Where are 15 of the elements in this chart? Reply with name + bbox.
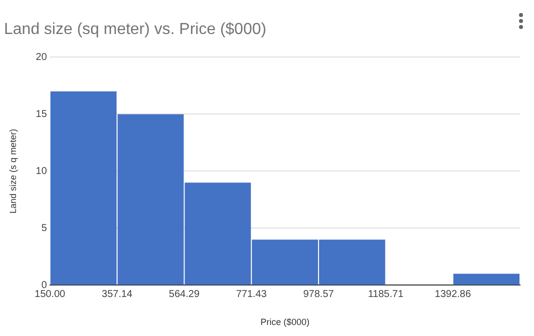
x-axis-title: Price ($000) xyxy=(260,317,310,328)
x-tick-label: 1392.86 xyxy=(434,288,472,300)
x-tick-label: 564.29 xyxy=(168,288,200,300)
y-tick-label: 10 xyxy=(36,166,48,177)
y-axis-title: Land size (s q meter) xyxy=(8,128,18,214)
chart-title: Land size (sq meter) vs. Price ($000) xyxy=(4,21,266,38)
x-tick-label: 771.43 xyxy=(236,288,268,300)
y-tick-label: 5 xyxy=(41,222,48,234)
y-tick-label: 0 xyxy=(41,280,48,291)
x-tick-label: 1185.71 xyxy=(368,288,404,300)
y-tick-label: 15 xyxy=(36,108,48,120)
x-tick-label: 150.00 xyxy=(34,288,66,300)
x-tick-label: 357.14 xyxy=(102,288,133,300)
x-tick-label: 978.57 xyxy=(303,288,334,300)
y-tick-label: 20 xyxy=(36,52,48,63)
